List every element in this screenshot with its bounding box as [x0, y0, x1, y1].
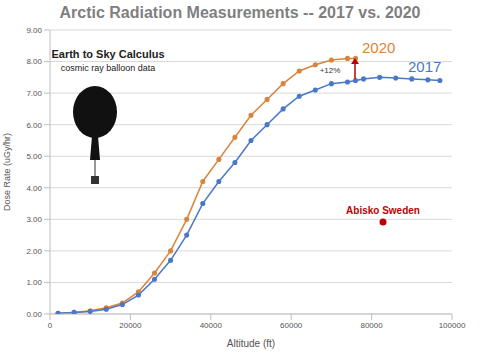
svg-text:5.00: 5.00: [26, 152, 42, 161]
svg-text:cosmic ray balloon data: cosmic ray balloon data: [61, 63, 156, 73]
svg-text:4.00: 4.00: [26, 184, 42, 193]
svg-text:1.00: 1.00: [26, 278, 42, 287]
svg-text:2017: 2017: [408, 58, 441, 75]
svg-text:0: 0: [48, 321, 53, 330]
svg-text:0.00: 0.00: [26, 310, 42, 319]
svg-text:7.00: 7.00: [26, 89, 42, 98]
svg-text:40000: 40000: [200, 321, 223, 330]
svg-text:20000: 20000: [119, 321, 142, 330]
svg-text:Earth to Sky Calculus: Earth to Sky Calculus: [51, 48, 164, 60]
svg-text:6.00: 6.00: [26, 121, 42, 130]
svg-text:+12%: +12%: [320, 66, 341, 75]
svg-text:9.00: 9.00: [26, 26, 42, 35]
svg-text:60000: 60000: [280, 321, 303, 330]
svg-text:2020: 2020: [362, 39, 395, 56]
svg-text:Abisko Sweden: Abisko Sweden: [346, 205, 420, 216]
svg-text:100000: 100000: [439, 321, 466, 330]
svg-text:2.00: 2.00: [26, 247, 42, 256]
svg-text:8.00: 8.00: [26, 57, 42, 66]
svg-text:Altitude (ft): Altitude (ft): [227, 338, 275, 349]
svg-text:80000: 80000: [360, 321, 383, 330]
svg-text:3.00: 3.00: [26, 215, 42, 224]
html-text:Arctic Radiation Measurements: Arctic Radiation Measurements -- 2017 vs…: [59, 4, 421, 21]
svg-text:Dose Rate (uGy/hr): Dose Rate (uGy/hr): [2, 133, 12, 211]
